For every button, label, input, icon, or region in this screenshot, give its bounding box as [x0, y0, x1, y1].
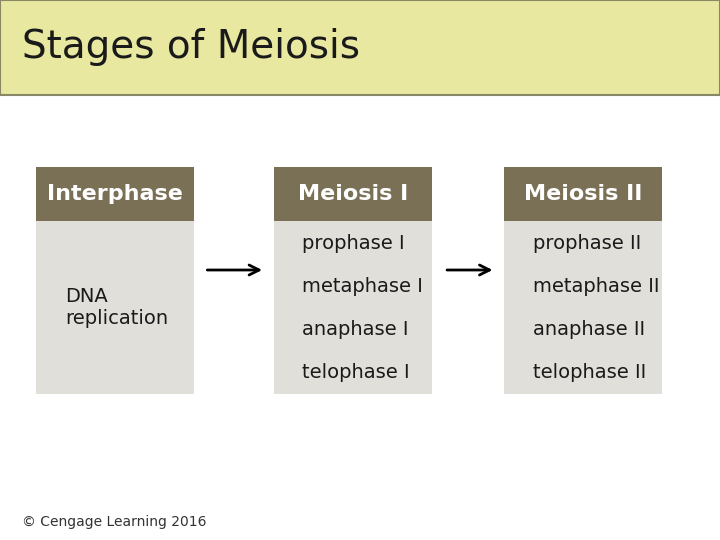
FancyBboxPatch shape [504, 167, 662, 221]
Text: anaphase I: anaphase I [302, 320, 409, 339]
Text: Stages of Meiosis: Stages of Meiosis [22, 28, 359, 66]
Text: Meiosis I: Meiosis I [297, 184, 408, 205]
FancyBboxPatch shape [504, 221, 662, 394]
Text: anaphase II: anaphase II [533, 320, 645, 339]
Text: metaphase I: metaphase I [302, 276, 423, 296]
Text: prophase I: prophase I [302, 233, 405, 253]
Text: telophase I: telophase I [302, 363, 410, 382]
FancyBboxPatch shape [36, 221, 194, 394]
Text: Meiosis II: Meiosis II [524, 184, 642, 205]
FancyBboxPatch shape [36, 167, 194, 221]
Text: prophase II: prophase II [533, 233, 641, 253]
Text: Interphase: Interphase [48, 184, 183, 205]
Text: metaphase II: metaphase II [533, 276, 660, 296]
FancyBboxPatch shape [274, 167, 432, 221]
Text: telophase II: telophase II [533, 363, 646, 382]
FancyBboxPatch shape [0, 0, 720, 94]
Text: © Cengage Learning 2016: © Cengage Learning 2016 [22, 515, 206, 529]
Text: DNA
replication: DNA replication [65, 287, 168, 328]
FancyBboxPatch shape [274, 221, 432, 394]
